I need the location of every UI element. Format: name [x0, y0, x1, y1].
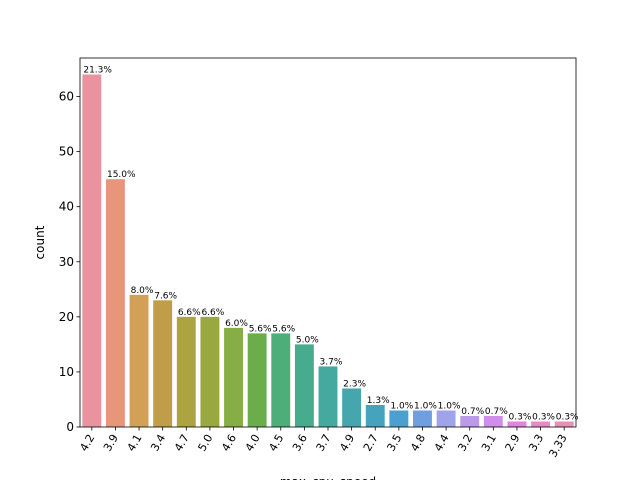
- bar-3.3: [531, 421, 551, 427]
- bar-2.9: [507, 421, 527, 427]
- bar-labels-group: 21.3%15.0%8.0%7.6%6.6% 6.6%6.0%5.6% 5.6%5.…: [83, 66, 579, 423]
- bar-data-label: 6.6%: [178, 308, 201, 318]
- bar-4.6: [224, 327, 243, 427]
- x-tick-label: 3.1: [479, 432, 499, 454]
- bar-4.4: [436, 410, 456, 427]
- bar-data-label: 1.0%: [438, 401, 461, 411]
- bar-data-label: 5.0%: [296, 335, 319, 345]
- bar-data-label: 0.7%: [461, 407, 484, 417]
- x-tick-label: 4.1: [125, 432, 145, 454]
- y-tick-label: 60: [59, 90, 74, 104]
- bar-3.7: [318, 366, 338, 427]
- bar-data-label: 2.3%: [343, 379, 366, 389]
- x-axis-label: max_cpu_speed: [280, 475, 376, 480]
- x-tick-label: 3.6: [290, 432, 310, 454]
- bar-4.9: [342, 388, 362, 427]
- x-tick-label: 3.2: [455, 432, 475, 454]
- x-tick-label: 5.0: [195, 432, 215, 454]
- y-tick-label: 10: [59, 365, 74, 379]
- bar-4.7: [176, 316, 196, 427]
- bar-4.8: [413, 410, 432, 427]
- bar-4.2: [82, 74, 102, 428]
- x-tick-label: 4.6: [219, 432, 239, 454]
- x-tick-label: 4.2: [77, 432, 97, 454]
- x-tick-label: 3.9: [101, 432, 121, 454]
- y-tick-label: 30: [59, 255, 74, 269]
- y-tick-label: 20: [59, 310, 74, 324]
- y-axis: 0 10 20 30 40 50 60: [59, 90, 80, 434]
- bar-3.33: [554, 421, 574, 427]
- bar-4.1: [129, 294, 149, 427]
- bar-3.9: [105, 179, 125, 427]
- bar-3.1: [483, 415, 503, 427]
- bar-4.0: [247, 333, 267, 427]
- x-tick-label: 3.7: [314, 432, 334, 454]
- bar-data-label: 1.0%: [390, 401, 413, 411]
- bar-data-label: 8.0%: [131, 286, 154, 296]
- y-tick-label: 50: [59, 145, 74, 159]
- bar-5.0: [200, 316, 220, 427]
- x-tick-label: 4.9: [337, 432, 357, 454]
- bar-data-label: 3.7%: [320, 357, 343, 367]
- bar-3.6: [294, 344, 314, 427]
- bar-data-label: 21.3%: [83, 66, 112, 76]
- x-tick-label: 3.33: [546, 432, 570, 460]
- bar-data-label: 6.6%: [201, 308, 224, 318]
- bar-data-label: 6.0%: [225, 319, 248, 329]
- plot-frame: [79, 57, 577, 428]
- bar-3.5: [389, 410, 409, 427]
- bar-2.7: [365, 404, 385, 427]
- y-axis-label: count: [33, 225, 47, 259]
- x-tick-label: 3.5: [384, 432, 404, 454]
- x-tick-label: 4.4: [432, 432, 452, 454]
- bar-data-label: 5.6%: [272, 324, 295, 334]
- x-tick-label: 3.4: [148, 432, 168, 454]
- bar-data-label: 1.0%: [414, 401, 437, 411]
- y-tick-label: 40: [59, 200, 74, 214]
- bar-4.5: [271, 333, 291, 427]
- bar-data-label: 7.6%: [154, 291, 177, 301]
- y-tick-label: 0: [66, 420, 74, 434]
- bar-3.2: [460, 415, 480, 427]
- bar-data-label: 15.0%: [107, 170, 136, 180]
- bar-data-label: 0.3%: [509, 412, 532, 422]
- bar-data-label: 0.3%: [532, 412, 555, 422]
- x-tick-label: 4.7: [172, 432, 192, 454]
- x-tick-label: 3.3: [526, 432, 546, 454]
- x-axis: 4.2 3.9 4.1 3.4 4.7 5.0 4.6 4.0 4.5 3.6 3.7 4.9 2.7 3…: [77, 427, 570, 460]
- x-tick-label: 4.8: [408, 432, 428, 454]
- x-tick-label: 4.5: [266, 432, 286, 454]
- bar-data-label: 0.7%: [485, 407, 508, 417]
- bar-data-label: 0.3%: [556, 412, 579, 422]
- bar-3.4: [153, 300, 173, 427]
- x-tick-label: 4.0: [243, 432, 263, 454]
- bar-data-label: 1.3%: [367, 396, 390, 406]
- x-tick-label: 2.9: [503, 432, 523, 454]
- bar-data-label: 5.6%: [249, 324, 272, 334]
- x-tick-label: 2.7: [361, 432, 381, 454]
- bars-group: [82, 74, 574, 428]
